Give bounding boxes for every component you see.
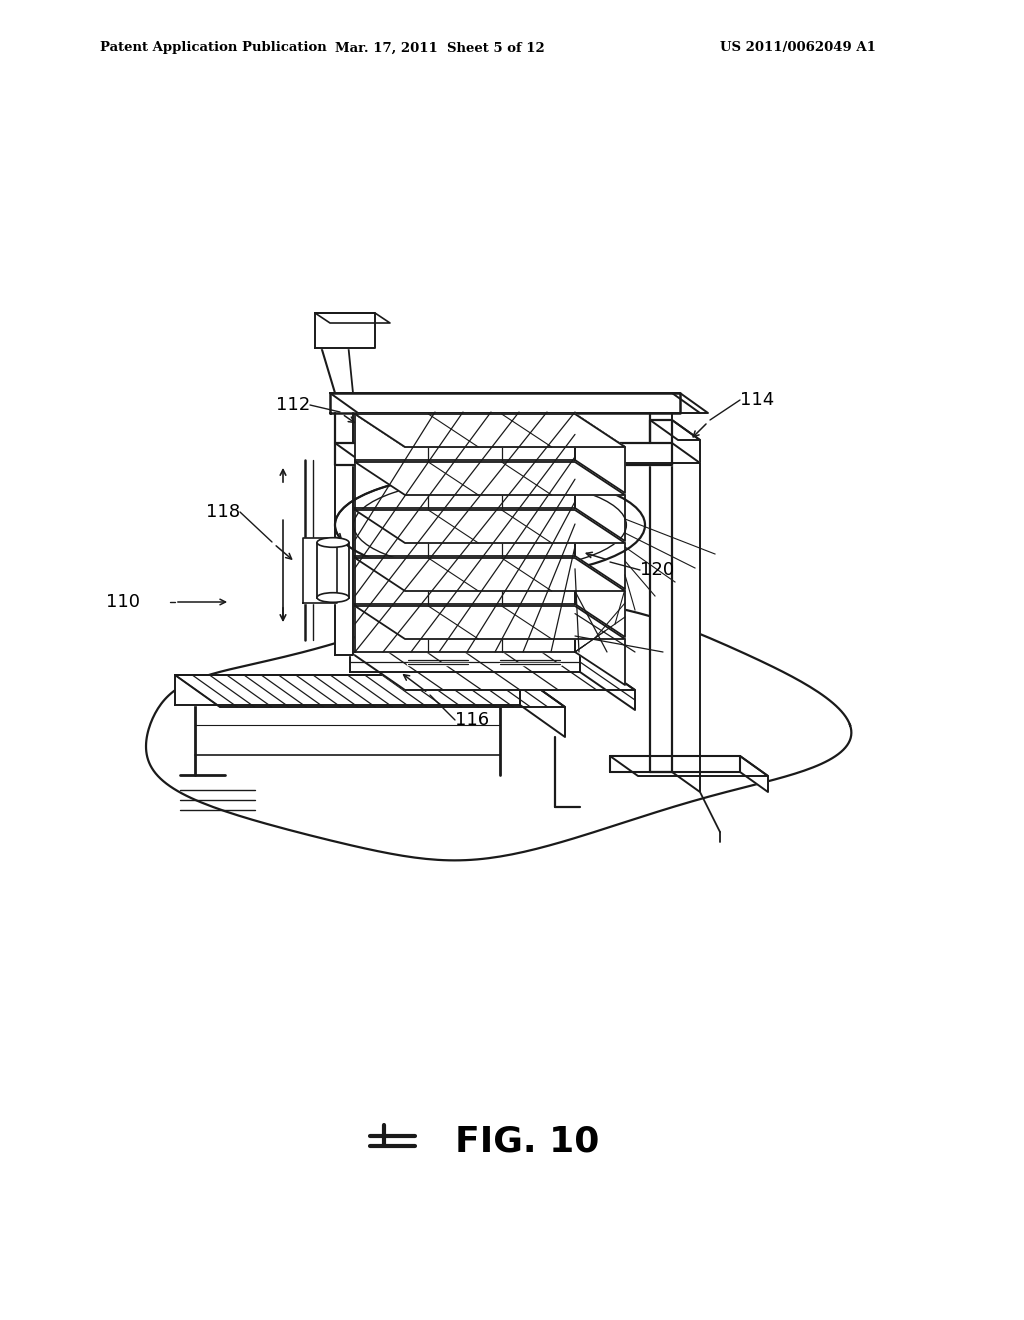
Polygon shape bbox=[175, 675, 565, 708]
Text: 112: 112 bbox=[275, 396, 310, 414]
Polygon shape bbox=[350, 652, 635, 690]
Text: FIG. 10: FIG. 10 bbox=[455, 1125, 599, 1158]
Ellipse shape bbox=[317, 537, 349, 548]
Polygon shape bbox=[355, 510, 575, 556]
Polygon shape bbox=[520, 675, 565, 737]
Polygon shape bbox=[575, 606, 625, 685]
Polygon shape bbox=[610, 756, 768, 776]
Text: 116: 116 bbox=[455, 711, 489, 729]
Polygon shape bbox=[355, 414, 575, 459]
Polygon shape bbox=[335, 444, 700, 463]
Polygon shape bbox=[315, 313, 375, 348]
Text: Patent Application Publication: Patent Application Publication bbox=[100, 41, 327, 54]
Polygon shape bbox=[335, 450, 353, 655]
Polygon shape bbox=[355, 414, 625, 447]
Text: 120: 120 bbox=[640, 561, 674, 579]
Polygon shape bbox=[315, 313, 390, 323]
Polygon shape bbox=[575, 462, 625, 541]
Polygon shape bbox=[330, 393, 680, 413]
Polygon shape bbox=[672, 420, 700, 792]
Polygon shape bbox=[580, 652, 635, 710]
Text: 114: 114 bbox=[740, 391, 774, 409]
Polygon shape bbox=[575, 414, 625, 492]
Polygon shape bbox=[303, 537, 337, 602]
Polygon shape bbox=[355, 462, 575, 508]
Polygon shape bbox=[740, 756, 768, 792]
Ellipse shape bbox=[317, 593, 349, 602]
Polygon shape bbox=[355, 414, 625, 447]
Text: Mar. 17, 2011  Sheet 5 of 12: Mar. 17, 2011 Sheet 5 of 12 bbox=[335, 41, 545, 54]
Polygon shape bbox=[355, 462, 625, 495]
Polygon shape bbox=[355, 606, 625, 639]
Polygon shape bbox=[175, 675, 520, 705]
Polygon shape bbox=[350, 652, 580, 672]
Polygon shape bbox=[650, 420, 672, 772]
Text: 118: 118 bbox=[206, 503, 240, 521]
Text: 110: 110 bbox=[106, 593, 140, 611]
Polygon shape bbox=[355, 558, 575, 605]
Polygon shape bbox=[650, 420, 700, 440]
Polygon shape bbox=[355, 510, 625, 543]
Polygon shape bbox=[355, 606, 575, 652]
Polygon shape bbox=[330, 393, 708, 413]
Text: US 2011/0062049 A1: US 2011/0062049 A1 bbox=[720, 41, 876, 54]
Polygon shape bbox=[610, 756, 740, 772]
Polygon shape bbox=[575, 510, 625, 589]
Polygon shape bbox=[335, 444, 672, 465]
Polygon shape bbox=[355, 558, 625, 591]
Polygon shape bbox=[575, 558, 625, 638]
